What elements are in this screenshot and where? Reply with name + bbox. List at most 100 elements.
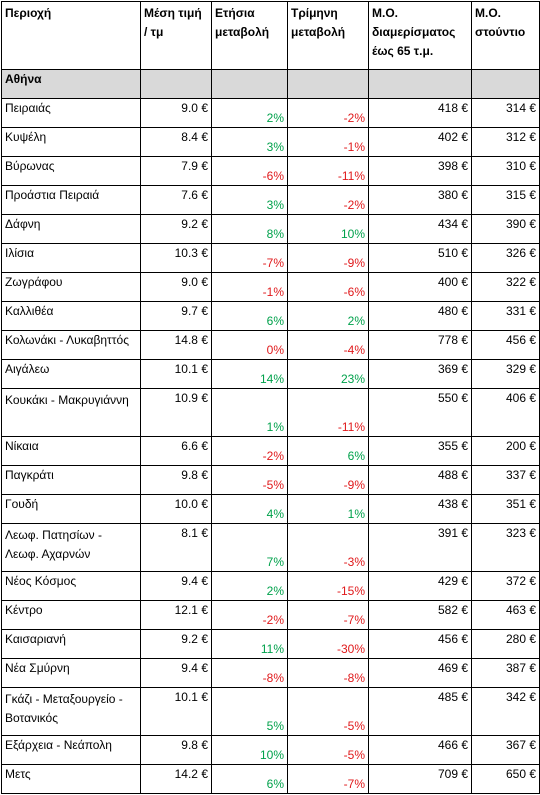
quarter-change-cell: -30% [287, 629, 369, 659]
quarter-change-cell: -7% [287, 600, 369, 630]
area-cell: Νέος Κόσμος [1, 571, 141, 601]
quarter-change-cell: -5% [287, 735, 369, 765]
header-avg-price: Μέση τιμή / τμ [140, 1, 212, 70]
price-cell: 9.2 € [140, 629, 212, 659]
annual-change-cell: -2% [211, 600, 288, 630]
quarter-change-cell: -5% [287, 687, 369, 736]
area-cell: Παγκράτι [1, 465, 141, 495]
apartment-price-cell: 438 € [368, 494, 472, 524]
area-cell: Ιλίσια [1, 243, 141, 273]
annual-change-cell: 6% [211, 301, 288, 331]
annual-change-cell: 11% [211, 629, 288, 659]
price-cell: 9.2 € [140, 214, 212, 244]
apartment-price-cell: 466 € [368, 735, 472, 765]
table-row: Νίκαια 6.6 € -2% 6% 355 €200 € [1, 436, 540, 466]
quarter-change-cell: -4% [287, 330, 369, 360]
quarter-change-cell: 23% [287, 359, 369, 389]
area-cell: Κέντρο [1, 600, 141, 630]
studio-price-cell: 342 € [471, 687, 540, 736]
section-empty-cell [368, 69, 472, 99]
quarter-change-cell: -2% [287, 185, 369, 215]
annual-change-cell: 2% [211, 98, 288, 128]
table-row: Πειραιάς 9.0 €2% -2% 418 €314 € [1, 98, 540, 128]
price-cell: 9.7 € [140, 301, 212, 331]
area-cell: Γουδή [1, 494, 141, 524]
annual-change-cell: -8% [211, 658, 288, 688]
table-row: Ιλίσια 10.3 € -7% -9% 510 €326 € [1, 243, 540, 273]
apartment-price-cell: 391 € [368, 523, 472, 572]
price-cell: 14.2 € [140, 764, 212, 794]
price-cell: 10.0 € [140, 494, 212, 524]
price-cell: 10.9 € [140, 388, 212, 437]
price-cell: 9.8 € [140, 465, 212, 495]
apartment-price-cell: 418 € [368, 98, 472, 128]
section-empty-cell [287, 69, 369, 99]
studio-price-cell: 314 € [471, 98, 540, 128]
price-cell: 10.3 € [140, 243, 212, 273]
header-annual-change: Ετήσια μεταβολή [211, 1, 288, 70]
studio-price-cell: 463 € [471, 600, 540, 630]
apartment-price-cell: 778 € [368, 330, 472, 360]
annual-change-cell: 5% [211, 687, 288, 736]
table-row: Εξάρχεια - Νεάπολη 9.8 €10% -5% 466 €367 € [1, 735, 540, 765]
table-row: Καισαριανή 9.2 €11% -30% 456 €280 € [1, 629, 540, 659]
apartment-price-cell: 402 € [368, 127, 472, 157]
area-cell: Ζωγράφου [1, 272, 141, 302]
apartment-price-cell: 398 € [368, 156, 472, 186]
annual-change-cell: -2% [211, 436, 288, 466]
annual-change-cell: 10% [211, 735, 288, 765]
table-row: Μετς 14.2 €6% -7% 709 €650 € [1, 764, 540, 794]
table-row: Ζωγράφου 9.0 € -1% -6% 400 €322 € [1, 272, 540, 302]
annual-change-cell: 2% [211, 571, 288, 601]
section-title: Αθήνα [1, 69, 141, 99]
quarter-change-cell: -15% [287, 571, 369, 601]
area-cell: Καλλιθέα [1, 301, 141, 331]
annual-change-cell: -5% [211, 465, 288, 495]
annual-change-cell: 8% [211, 214, 288, 244]
apartment-price-cell: 485 € [368, 687, 472, 736]
apartment-price-cell: 456 € [368, 629, 472, 659]
price-cell: 9.0 € [140, 98, 212, 128]
quarter-change-cell: -6% [287, 272, 369, 302]
table-row: Γουδή 10.0 €4% 1% 438 €351 € [1, 494, 540, 524]
quarter-change-cell: -9% [287, 243, 369, 273]
quarter-change-cell: 6% [287, 436, 369, 466]
apartment-price-cell: 582 € [368, 600, 472, 630]
area-cell: Αιγάλεω [1, 359, 141, 389]
section-empty-cell [211, 69, 288, 99]
area-cell: Καισαριανή [1, 629, 141, 659]
area-cell: Μετς [1, 764, 141, 794]
table-row: Βύρωνας 7.9 € -6% -11% 398 €310 € [1, 156, 540, 186]
section-empty-cell [471, 69, 540, 99]
apartment-price-cell: 469 € [368, 658, 472, 688]
quarter-change-cell: -8% [287, 658, 369, 688]
quarter-change-cell: -3% [287, 523, 369, 572]
annual-change-cell: 6% [211, 764, 288, 794]
apartment-price-cell: 369 € [368, 359, 472, 389]
studio-price-cell: 456 € [471, 330, 540, 360]
studio-price-cell: 323 € [471, 523, 540, 572]
area-cell: Εξάρχεια - Νεάπολη [1, 735, 141, 765]
apartment-price-cell: 510 € [368, 243, 472, 273]
annual-change-cell: 3% [211, 185, 288, 215]
studio-price-cell: 315 € [471, 185, 540, 215]
table-row: Παγκράτι 9.8 € -5% -9% 488 €337 € [1, 465, 540, 495]
price-cell: 9.0 € [140, 272, 212, 302]
apartment-price-cell: 355 € [368, 436, 472, 466]
area-cell: Πειραιάς [1, 98, 141, 128]
apartment-price-cell: 434 € [368, 214, 472, 244]
table-row: Νέος Κόσμος 9.4 €2% -15% 429 €372 € [1, 571, 540, 601]
studio-price-cell: 406 € [471, 388, 540, 437]
table-row: Νέα Σμύρνη 9.4 € -8% -8% 469 €387 € [1, 658, 540, 688]
area-cell: Προάστια Πειραιά [1, 185, 141, 215]
annual-change-cell: 14% [211, 359, 288, 389]
table-row: Προάστια Πειραιά 7.6 €3% -2% 380 €315 € [1, 185, 540, 215]
price-cell: 10.1 € [140, 359, 212, 389]
area-cell: Δάφνη [1, 214, 141, 244]
price-cell: 12.1 € [140, 600, 212, 630]
table-row: Κουκάκι - Μακρυγιάννη 10.9 €1% -11% 550 €40… [1, 388, 540, 437]
price-cell: 7.9 € [140, 156, 212, 186]
apartment-price-cell: 380 € [368, 185, 472, 215]
area-cell: Νίκαια [1, 436, 141, 466]
table-row: Αιγάλεω 10.1 €14% 23% 369 €329 € [1, 359, 540, 389]
